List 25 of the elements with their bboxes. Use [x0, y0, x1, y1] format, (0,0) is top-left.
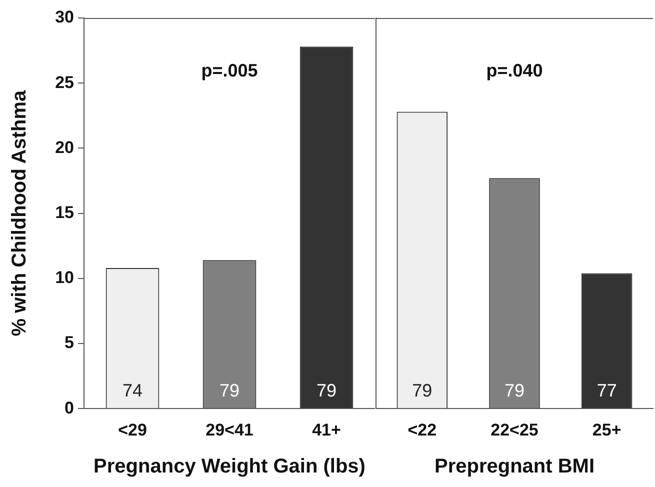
y-axis-title: % with Childhood Asthma [8, 89, 31, 336]
y-tick-label: 30 [55, 8, 74, 27]
y-tick-label: 10 [55, 268, 74, 288]
y-tick-label: 0 [64, 398, 74, 418]
x-tick-label: 22<25 [490, 420, 538, 440]
annotation: p=.040 [486, 60, 543, 80]
x-tick-label: 41+ [312, 420, 341, 440]
x-tick-label: 29<41 [206, 420, 254, 440]
annotation: 79 [504, 380, 525, 401]
y-tick-label: 15 [55, 202, 74, 222]
annotation: 79 [219, 380, 240, 401]
annotation: 79 [316, 380, 337, 401]
annotation: 79 [412, 380, 432, 401]
x-axis-title: Pregnancy Weight Gain (lbs) [94, 456, 366, 478]
y-tick-label: 20 [55, 138, 74, 157]
x-tick-label: <29 [118, 420, 147, 440]
annotation: 74 [122, 380, 143, 401]
x-tick-label: 25+ [592, 420, 622, 440]
x-tick-label: <22 [408, 420, 437, 440]
annotation: p=.005 [201, 60, 258, 80]
x-axis-title: Prepregnant BMI [434, 456, 595, 478]
y-tick-label: 25 [55, 72, 74, 92]
y-tick-label: 5 [64, 333, 74, 352]
annotation: 77 [596, 380, 617, 401]
bar [300, 46, 354, 408]
